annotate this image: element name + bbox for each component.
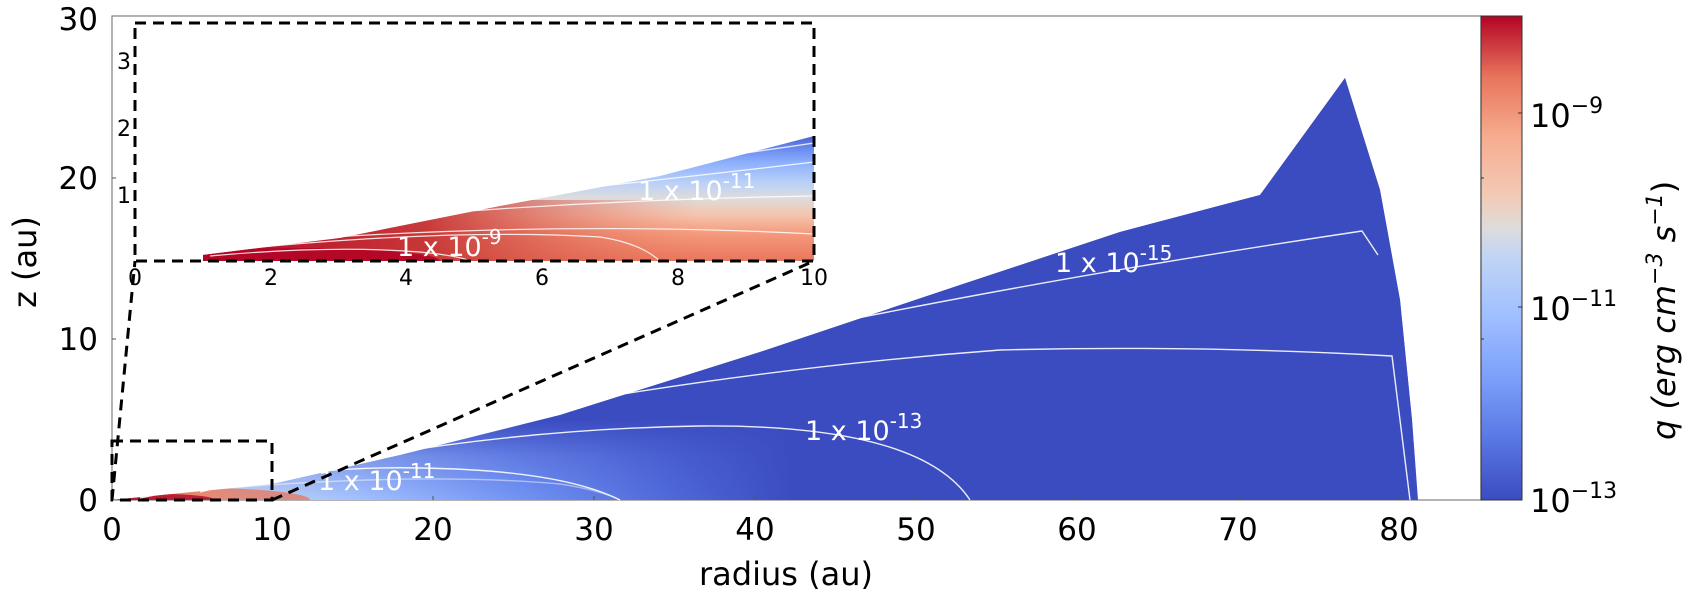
inset-label-1e-11: 1 x 10-11 <box>638 169 755 207</box>
colorbar: 10−9 10−11 10−13 q (erg cm−3 s−1) <box>1480 15 1683 520</box>
y-axis-title: z (au) <box>6 216 44 308</box>
x-axis-title: radius (au) <box>699 555 873 593</box>
projection-line-right <box>271 259 815 502</box>
svg-text:3: 3 <box>117 50 131 75</box>
contour-1e-11 <box>139 467 621 501</box>
svg-text:50: 50 <box>896 512 935 548</box>
svg-text:20: 20 <box>59 161 98 197</box>
svg-text:10: 10 <box>800 266 828 291</box>
svg-text:80: 80 <box>1379 512 1418 548</box>
zoom-box <box>110 439 274 502</box>
svg-text:10−13: 10−13 <box>1530 479 1617 520</box>
svg-text:0: 0 <box>78 483 98 519</box>
svg-text:60: 60 <box>1057 512 1096 548</box>
svg-text:70: 70 <box>1218 512 1257 548</box>
colorbar-gradient <box>1480 15 1523 501</box>
svg-text:2: 2 <box>264 266 278 291</box>
inset-frame <box>133 21 816 263</box>
y-tick-labels: 0 10 20 30 <box>59 2 98 519</box>
svg-text:10: 10 <box>59 322 98 358</box>
svg-text:1: 1 <box>117 184 131 209</box>
contour-label-1e-11: 1 x 10-11 <box>318 459 435 497</box>
inset-contours <box>209 142 815 262</box>
svg-text:10−11: 10−11 <box>1530 287 1617 328</box>
x-tick-labels: 0 10 20 30 40 50 60 70 80 <box>102 512 1419 548</box>
svg-text:0: 0 <box>102 512 122 548</box>
colorbar-tick-labels: 10−9 10−11 10−13 <box>1530 94 1617 520</box>
svg-text:10−9: 10−9 <box>1530 94 1603 135</box>
contour-1e-15 <box>259 230 1379 466</box>
svg-text:8: 8 <box>671 266 685 291</box>
inset-x-tick-labels: 0 2 4 6 8 10 <box>128 266 828 291</box>
contour-1e-13 <box>199 425 971 501</box>
svg-text:20: 20 <box>413 512 452 548</box>
projection-line-left <box>110 260 137 501</box>
inset-plot: 1 x 10-9 1 x 10-11 0 2 4 6 8 10 1 2 3 <box>117 21 828 291</box>
inset-y-tick-labels: 1 2 3 <box>117 50 131 209</box>
svg-text:4: 4 <box>399 266 413 291</box>
svg-text:30: 30 <box>59 2 98 38</box>
contour-label-1e-13: 1 x 10-13 <box>805 409 922 447</box>
svg-text:6: 6 <box>535 266 549 291</box>
svg-text:10: 10 <box>252 512 291 548</box>
colorbar-label: q (erg cm−3 s−1) <box>1643 181 1683 440</box>
inset-label-1e-9: 1 x 10-9 <box>397 225 502 263</box>
svg-text:2: 2 <box>117 117 131 142</box>
svg-text:0: 0 <box>128 266 142 291</box>
colorbar-ticks <box>1481 112 1522 340</box>
zoom-indicator <box>110 259 815 502</box>
svg-text:40: 40 <box>735 512 774 548</box>
contour-label-1e-15: 1 x 10-15 <box>1055 241 1172 279</box>
svg-text:30: 30 <box>574 512 613 548</box>
y-ticks <box>112 177 116 340</box>
